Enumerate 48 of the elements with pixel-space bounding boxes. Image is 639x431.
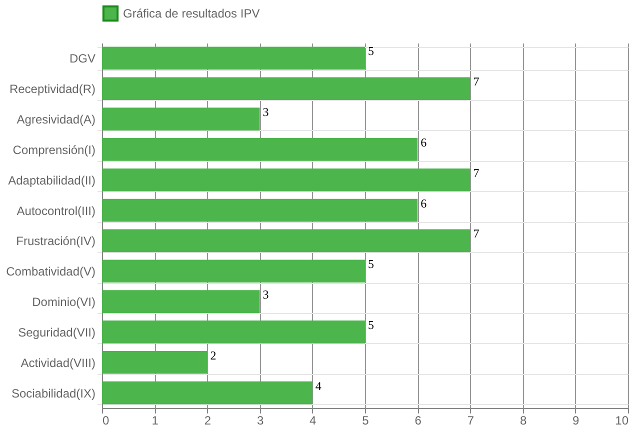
y-tick-label: Adaptabilidad(II) — [8, 173, 96, 188]
bar — [102, 260, 365, 283]
x-tick-label: 5 — [362, 414, 370, 428]
y-tick-label: Comprensión(I) — [12, 142, 96, 157]
data-label: 3 — [262, 105, 269, 120]
bar — [102, 46, 365, 70]
bar — [102, 229, 470, 252]
x-tick-label: 0 — [102, 414, 110, 428]
bar — [102, 138, 418, 161]
bar — [102, 381, 312, 404]
data-label: 7 — [473, 166, 480, 180]
bar — [102, 290, 260, 313]
data-label: 5 — [368, 44, 374, 58]
bar — [102, 198, 418, 222]
data-label: 7 — [473, 226, 480, 241]
x-tick-label: 2 — [204, 414, 212, 428]
y-tick-label: Sociabilidad(IX) — [11, 386, 96, 400]
bar — [102, 168, 470, 192]
bar — [102, 108, 260, 130]
x-tick-label: 4 — [310, 414, 317, 428]
y-tick-label: Combatividad(V) — [6, 264, 96, 279]
data-label: 7 — [473, 74, 480, 89]
y-tick-label: Actividad(VIII) — [20, 356, 96, 370]
y-tick-label: Frustración(IV) — [16, 234, 96, 248]
y-tick-label: Autocontrol(III) — [16, 204, 96, 218]
y-tick-label: Receptividad(R) — [9, 82, 96, 96]
data-label: 5 — [368, 257, 374, 272]
x-tick-label: 6 — [414, 414, 422, 428]
x-tick-label: 7 — [467, 414, 474, 428]
y-tick-label: Agresividad(A) — [16, 112, 96, 127]
bar — [102, 77, 470, 100]
y-tick-label: Seguridad(VII) — [18, 325, 96, 340]
data-label: 2 — [210, 348, 216, 362]
data-label: 3 — [262, 288, 269, 302]
data-label: 5 — [368, 318, 374, 332]
bar — [102, 350, 208, 374]
data-label: 6 — [420, 135, 427, 150]
y-tick-label: DGV — [69, 52, 96, 66]
data-label: 4 — [315, 378, 322, 393]
legend-label: Gráfica de resultados IPV — [123, 6, 260, 20]
bar — [102, 320, 365, 344]
x-tick-label: 8 — [520, 414, 527, 428]
x-tick-label: 10 — [615, 414, 629, 428]
y-tick-label: Dominio(VI) — [32, 295, 96, 310]
x-tick-label: 3 — [256, 414, 264, 428]
data-label: 6 — [420, 196, 427, 210]
x-tick-label: 9 — [572, 414, 580, 428]
x-tick-label: 1 — [152, 414, 159, 428]
